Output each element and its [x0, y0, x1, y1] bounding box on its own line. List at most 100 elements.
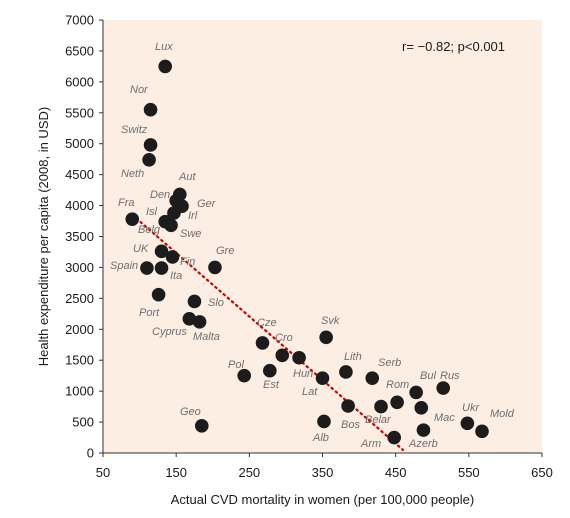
data-point — [125, 212, 140, 226]
data-point — [187, 294, 202, 309]
y-tick-label: 2500 — [65, 291, 94, 306]
data-point — [140, 261, 154, 275]
point-label: Gre — [216, 245, 234, 257]
point-label: Switz — [121, 124, 148, 136]
y-tick-label: 5500 — [65, 105, 94, 120]
data-point — [143, 102, 158, 117]
point-label: Spain — [110, 260, 138, 272]
point-label: Den — [150, 189, 170, 201]
data-point — [475, 424, 489, 439]
data-point — [143, 138, 158, 152]
point-label: Cro — [275, 332, 293, 344]
point-label: Isl — [146, 206, 158, 218]
data-point — [158, 59, 172, 74]
point-label: Cyprus — [152, 326, 187, 338]
data-point — [182, 311, 197, 326]
data-points — [125, 59, 489, 445]
point-label: Arm — [360, 438, 381, 450]
data-point — [374, 399, 388, 414]
y-tick-label: 1000 — [65, 384, 94, 399]
data-point — [292, 350, 306, 365]
y-tick-label: 3000 — [65, 260, 94, 275]
point-label: Rom — [386, 379, 409, 391]
y-tick-label: 6500 — [65, 43, 94, 58]
data-point — [154, 261, 169, 275]
point-label: Irl — [188, 210, 198, 222]
point-label: Svk — [321, 315, 340, 327]
point-label: Hun — [293, 368, 313, 380]
point-label: Slo — [208, 297, 224, 309]
point-label: Est — [263, 379, 280, 391]
data-point — [275, 348, 290, 363]
data-point — [436, 381, 451, 395]
point-label: Bos — [341, 419, 360, 431]
y-tick-label: 7000 — [65, 13, 94, 28]
point-label: Aut — [178, 171, 196, 183]
data-point — [192, 315, 207, 329]
point-label: Mold — [490, 408, 515, 420]
point-label: UK — [133, 243, 149, 255]
x-tick-label: 150 — [165, 465, 187, 480]
data-point — [319, 330, 333, 345]
point-label: Cze — [257, 317, 277, 329]
plot-area — [103, 20, 542, 453]
data-point — [414, 401, 429, 415]
x-axis-title: Actual CVD mortality in women (per 100,0… — [171, 492, 474, 507]
data-point — [365, 371, 380, 385]
point-label: Rus — [440, 370, 460, 382]
x-tick-label: 50 — [96, 465, 110, 480]
data-point — [263, 363, 277, 378]
y-tick-label: 500 — [72, 415, 94, 430]
data-point — [339, 365, 353, 379]
point-label: Fra — [118, 197, 135, 209]
point-label: Mac — [434, 412, 455, 424]
point-label: Lat — [302, 386, 318, 398]
y-tick-label: 2000 — [65, 322, 94, 337]
y-tick-label: 4000 — [65, 198, 94, 213]
y-tick-label: 0 — [87, 446, 94, 461]
point-label: Fin — [180, 256, 195, 268]
data-point — [165, 250, 180, 264]
axes: 50 150 250 350 450 550 65005001000150020002500… — [65, 13, 553, 481]
y-tick-label: 5000 — [65, 136, 94, 151]
data-point — [255, 336, 270, 350]
data-point — [142, 152, 156, 167]
point-label: Malta — [193, 331, 220, 343]
data-point — [151, 287, 166, 302]
point-label: Lith — [344, 351, 362, 363]
point-label: Bul — [420, 370, 436, 382]
data-point — [315, 371, 330, 385]
data-point — [237, 368, 252, 383]
data-point — [208, 260, 222, 275]
point-label: Geo — [180, 406, 201, 418]
x-tick-label: 450 — [385, 465, 407, 480]
data-point — [154, 244, 169, 259]
point-label: Pol — [228, 359, 244, 371]
point-label: Swe — [180, 228, 201, 240]
data-point — [167, 206, 181, 220]
point-label: Ukr — [462, 402, 480, 414]
point-label: Ita — [170, 270, 182, 282]
point-label: Nor — [130, 84, 149, 96]
x-tick-label: 350 — [312, 465, 334, 480]
data-point — [387, 430, 402, 445]
y-tick-label: 4500 — [65, 167, 94, 182]
data-point — [416, 423, 431, 437]
data-point — [409, 385, 423, 400]
y-axis-title: Health expenditure per capita (2008, in … — [36, 107, 51, 366]
point-label: Lux — [155, 41, 173, 53]
point-label: Belar — [365, 414, 392, 426]
correlation-annotation: r= −0.82; p<0.001 — [402, 39, 505, 54]
data-point — [194, 418, 209, 433]
data-point — [164, 218, 178, 233]
x-tick-label: 250 — [238, 465, 260, 480]
data-point — [460, 416, 475, 431]
data-point — [341, 399, 355, 413]
point-label: Alb — [312, 432, 329, 444]
point-label: Neth — [121, 168, 144, 180]
y-tick-label: 6000 — [65, 74, 94, 89]
point-label: Serb — [378, 357, 401, 369]
point-label: Port — [139, 307, 160, 319]
